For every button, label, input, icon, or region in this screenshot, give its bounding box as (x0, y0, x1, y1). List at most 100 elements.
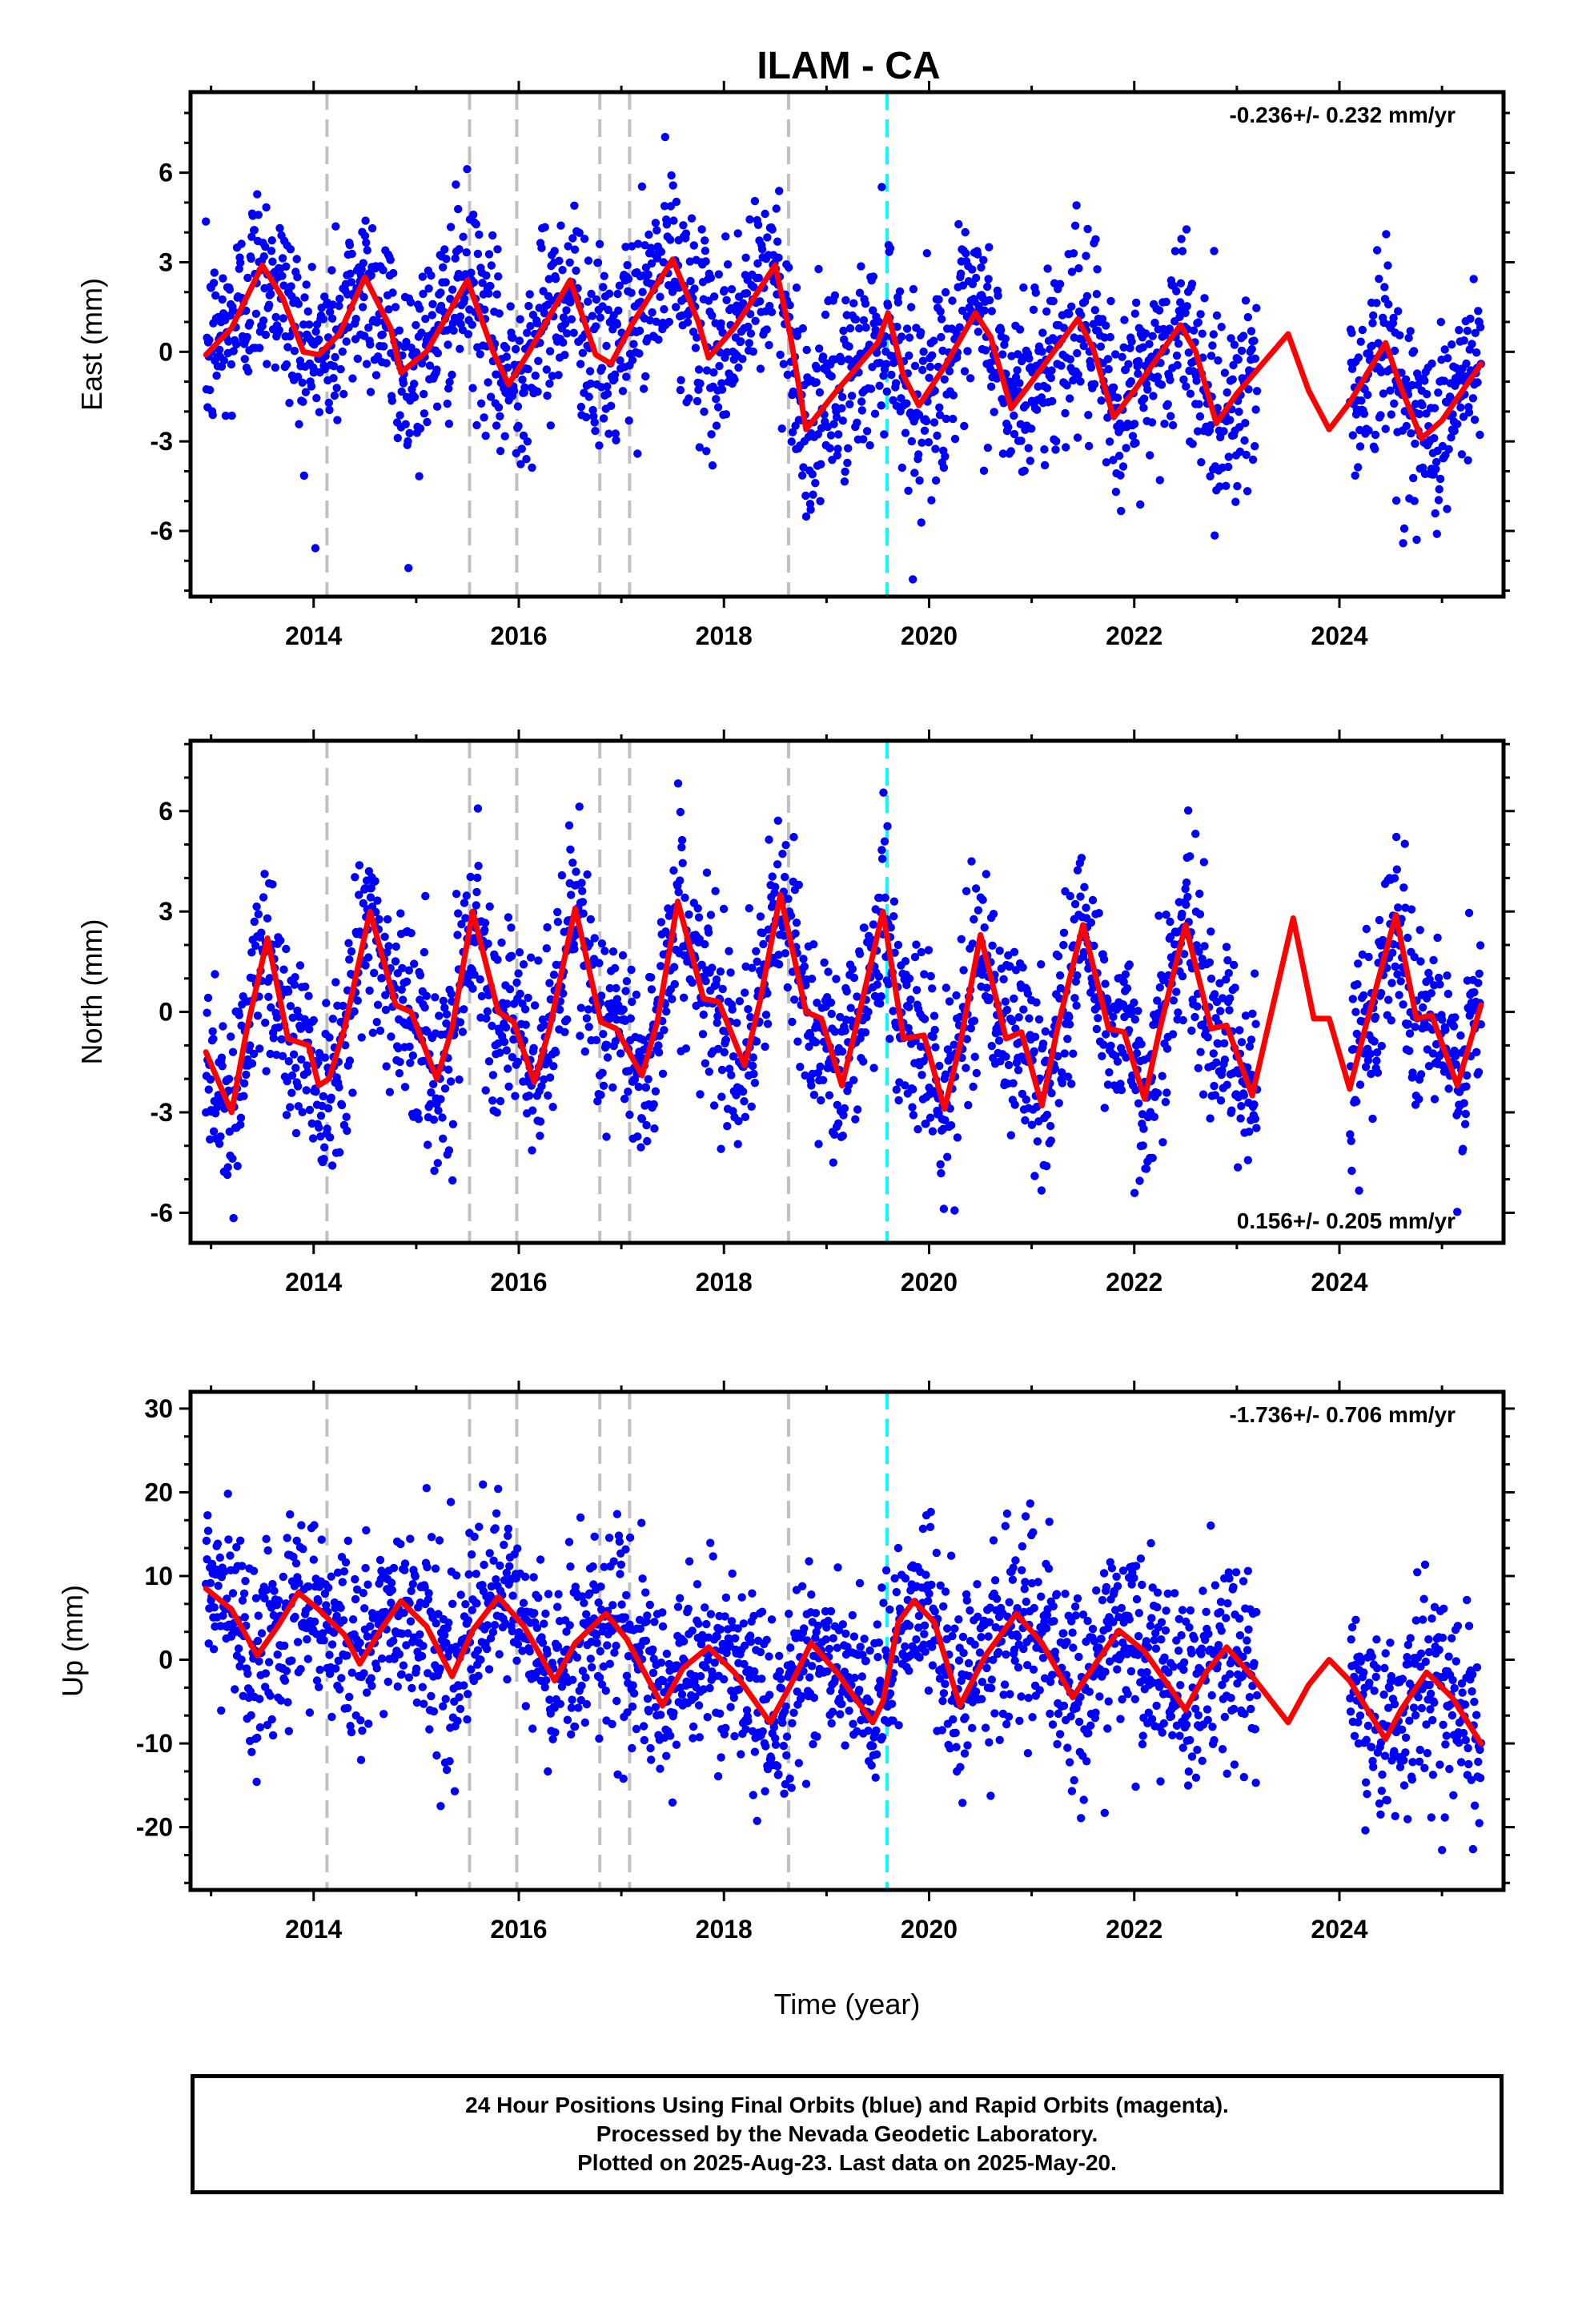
data-point (961, 227, 970, 237)
data-point (1405, 1047, 1414, 1055)
data-point (373, 1000, 383, 1010)
data-point (855, 288, 865, 297)
data-point (935, 1061, 944, 1071)
data-point (468, 984, 477, 993)
data-point (939, 463, 949, 472)
data-point (827, 372, 836, 381)
data-point (345, 1692, 354, 1702)
data-point (1368, 1114, 1377, 1124)
data-point (1251, 354, 1260, 363)
data-point (431, 993, 440, 1002)
data-point (534, 356, 543, 365)
data-point (456, 1704, 465, 1714)
data-point (679, 221, 688, 230)
data-point (461, 914, 470, 923)
data-point (1058, 1068, 1066, 1077)
data-point (394, 1043, 403, 1053)
data-point (575, 802, 584, 811)
data-point (206, 385, 215, 395)
data-point (544, 1091, 552, 1100)
data-point (233, 1161, 242, 1171)
data-point (1456, 1031, 1465, 1040)
data-point (603, 1040, 612, 1050)
data-point (396, 1057, 404, 1067)
data-point (389, 1563, 399, 1573)
data-point (733, 1019, 741, 1027)
data-point (293, 1082, 303, 1091)
data-point (1099, 955, 1109, 964)
data-point (444, 340, 452, 349)
data-point (523, 437, 532, 446)
data-point (500, 1037, 509, 1047)
data-point (351, 873, 359, 882)
data-point (472, 1599, 481, 1608)
data-point (440, 245, 449, 254)
y-tick-label: 0 (159, 337, 173, 366)
data-point (620, 1095, 629, 1104)
data-point (223, 1490, 232, 1498)
data-point (963, 347, 972, 356)
data-point (749, 1053, 757, 1062)
data-point (255, 1695, 264, 1703)
data-point (504, 1531, 512, 1541)
data-point (1240, 436, 1249, 445)
data-point (642, 1120, 651, 1130)
data-point (485, 1549, 494, 1558)
data-point (555, 256, 564, 265)
data-point (1476, 1020, 1486, 1029)
data-point (690, 284, 699, 293)
data-point (294, 300, 303, 308)
data-point (515, 948, 524, 957)
data-point (1235, 1026, 1244, 1035)
data-point (781, 872, 789, 882)
data-point (817, 1096, 825, 1105)
data-point (296, 1665, 305, 1674)
data-point (326, 1669, 335, 1679)
data-point (214, 1582, 223, 1590)
panel-frame (188, 90, 1506, 599)
data-point (846, 1003, 855, 1012)
data-point (257, 1629, 267, 1638)
data-point (811, 479, 820, 488)
data-point (569, 328, 578, 337)
data-point (855, 950, 865, 959)
data-point (600, 947, 609, 955)
data-point (1143, 385, 1152, 394)
data-point (417, 1651, 427, 1661)
data-point (450, 1787, 460, 1795)
data-point (797, 471, 807, 480)
y-axis-title: North (mm) (75, 919, 108, 1065)
panel-frame (188, 738, 1506, 1245)
data-point (1048, 396, 1057, 406)
data-point (259, 316, 268, 325)
data-point (476, 350, 484, 359)
data-point (1209, 330, 1219, 339)
data-point (998, 350, 1007, 359)
data-point (1038, 347, 1046, 356)
data-point (536, 1132, 544, 1140)
data-point (396, 411, 404, 420)
data-point (1166, 917, 1174, 927)
data-point (516, 315, 524, 324)
data-point (1079, 341, 1088, 351)
data-point (562, 306, 571, 315)
data-point (668, 995, 677, 1003)
data-point (1182, 382, 1191, 391)
data-point (787, 437, 796, 446)
data-point (261, 1669, 271, 1678)
data-point (730, 376, 739, 384)
data-point (698, 1030, 708, 1039)
data-point (1355, 1080, 1365, 1089)
data-point (931, 444, 940, 453)
data-point (921, 1120, 930, 1128)
data-point (451, 254, 460, 263)
data-point (612, 320, 622, 329)
data-point (225, 285, 234, 294)
data-point (1024, 444, 1033, 452)
data-point (1209, 1049, 1219, 1058)
data-point (456, 312, 465, 321)
data-point (756, 297, 765, 306)
data-point (1223, 1080, 1231, 1089)
data-point (709, 292, 719, 301)
data-point (1367, 1069, 1375, 1079)
